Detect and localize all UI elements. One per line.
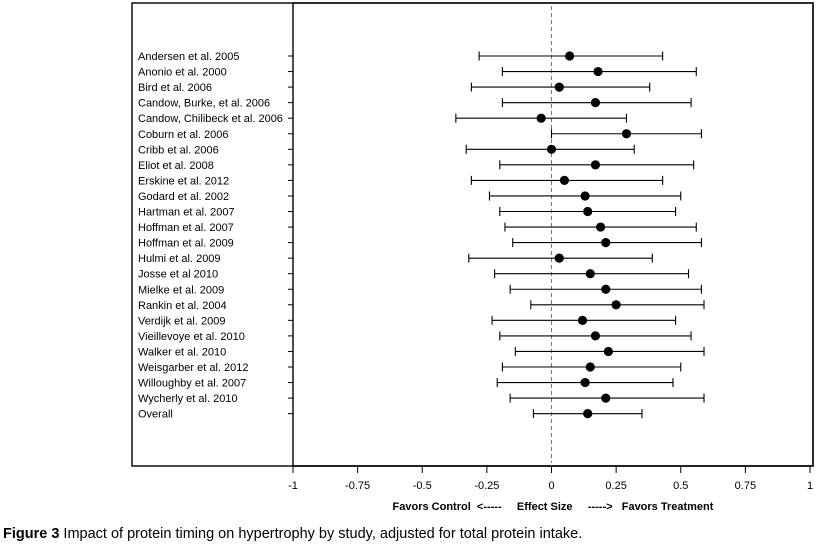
x-tick-label: -0.25 bbox=[474, 480, 499, 492]
study-label: Godard et al. 2002 bbox=[138, 191, 229, 203]
x-tick-label: -0.5 bbox=[413, 480, 432, 492]
plot-area bbox=[292, 2, 814, 467]
forest-plot: Andersen et al. 2005 Anonio et al. 2000 Bi… bbox=[131, 2, 814, 513]
study-label: Candow, Chilibeck et al. 2006 bbox=[138, 113, 283, 125]
study-label: Overall bbox=[138, 409, 173, 421]
study-label: Andersen et al. 2005 bbox=[138, 51, 240, 63]
study-label: Wycherly et al. 2010 bbox=[138, 393, 238, 405]
study-label: Willoughby et al. 2007 bbox=[138, 378, 246, 390]
point-estimate bbox=[621, 129, 632, 139]
x-tick-label: 0.75 bbox=[735, 480, 756, 492]
study-label: Cribb et al. 2006 bbox=[138, 144, 219, 156]
study-label: Eliot et al. 2008 bbox=[138, 160, 214, 172]
study-label: Hoffman et al. 2007 bbox=[138, 222, 234, 234]
point-estimate bbox=[583, 409, 593, 419]
x-tick-label: -1 bbox=[288, 480, 298, 492]
point-estimate bbox=[611, 300, 621, 310]
study-label: Hulmi et al. 2009 bbox=[138, 253, 221, 265]
point-estimate bbox=[577, 315, 588, 325]
study-label: Verdijk et al. 2009 bbox=[138, 315, 225, 327]
caption-label: Figure 3 bbox=[3, 526, 60, 542]
study-label: Bird et al. 2006 bbox=[138, 82, 212, 94]
point-estimate bbox=[559, 175, 570, 185]
study-label: Anonio et al. 2000 bbox=[138, 67, 227, 79]
study-estimates bbox=[455, 51, 705, 419]
point-estimate bbox=[590, 331, 601, 341]
point-estimate bbox=[590, 98, 601, 108]
study-label: Weisgarber et al. 2012 bbox=[138, 362, 248, 374]
point-estimate bbox=[546, 144, 557, 154]
point-estimate bbox=[554, 253, 564, 263]
point-estimate bbox=[585, 362, 595, 372]
point-estimate bbox=[590, 160, 601, 170]
study-label: Rankin et al. 2004 bbox=[138, 300, 227, 312]
point-estimate bbox=[564, 51, 575, 61]
point-estimate bbox=[601, 393, 611, 403]
point-estimate bbox=[583, 206, 593, 217]
x-axis: -1 -0.75 -0.5 -0.25 0 0.25 0.5 0.75 1 bbox=[288, 465, 813, 492]
point-estimate bbox=[585, 269, 595, 279]
study-label: Candow, Burke, et al. 2006 bbox=[138, 98, 270, 110]
point-estimate bbox=[596, 222, 606, 232]
point-estimate bbox=[601, 238, 611, 248]
x-tick-label: 0 bbox=[548, 480, 554, 492]
x-tick-label: 1 bbox=[807, 480, 813, 492]
point-estimate bbox=[536, 113, 546, 123]
point-estimate bbox=[580, 191, 590, 201]
study-label: Hoffman et al. 2009 bbox=[138, 238, 234, 250]
point-estimate bbox=[601, 284, 611, 294]
caption-text: Impact of protein timing on hypertrophy … bbox=[59, 526, 583, 542]
study-label: Josse et al 2010 bbox=[138, 269, 218, 281]
study-label: Mielke et al. 2009 bbox=[138, 284, 224, 296]
x-axis-label: Favors Control <----- Effect Size ----->… bbox=[393, 501, 714, 513]
study-label: Vieillevoye et al. 2010 bbox=[138, 331, 245, 343]
study-label: Walker et al. 2010 bbox=[138, 346, 226, 358]
point-estimate bbox=[603, 346, 613, 357]
study-label: Coburn et al. 2006 bbox=[138, 129, 229, 141]
study-labels: Andersen et al. 2005 Anonio et al. 2000 Bi… bbox=[138, 51, 293, 421]
x-tick-label: -0.75 bbox=[345, 480, 370, 492]
point-estimate bbox=[580, 377, 590, 388]
x-tick-label: 0.5 bbox=[673, 480, 688, 492]
figure-caption: Figure 3 Impact of protein timing on hyp… bbox=[3, 526, 582, 542]
point-estimate bbox=[554, 82, 564, 92]
study-label: Hartman et al. 2007 bbox=[138, 207, 235, 219]
point-estimate bbox=[593, 66, 603, 77]
x-tick-label: 0.25 bbox=[605, 480, 626, 492]
study-label: Erskine et al. 2012 bbox=[138, 175, 229, 187]
